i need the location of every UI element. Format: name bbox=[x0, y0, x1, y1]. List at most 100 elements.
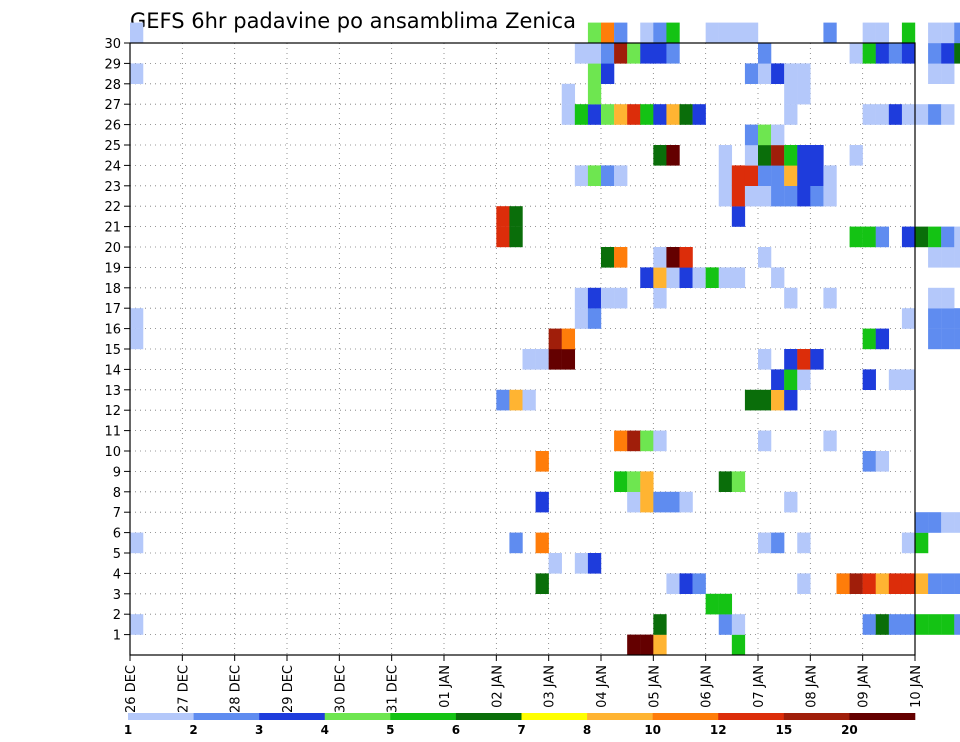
heatmap-cell bbox=[784, 63, 798, 84]
heatmap-cell bbox=[797, 573, 811, 594]
heatmap-cell bbox=[614, 471, 628, 492]
heatmap-cell bbox=[587, 22, 602, 44]
heatmap-cell bbox=[744, 124, 759, 146]
heatmap-cell bbox=[901, 532, 916, 554]
heatmap-cell bbox=[875, 328, 890, 350]
heatmap-cell bbox=[915, 226, 929, 248]
heatmap-cell bbox=[679, 104, 693, 125]
heatmap-cell bbox=[928, 512, 942, 533]
heatmap-cell bbox=[640, 104, 654, 125]
heatmap-cell bbox=[718, 145, 733, 166]
heatmap-cell bbox=[915, 614, 929, 635]
heatmap-cell bbox=[718, 593, 733, 615]
heatmap-cell bbox=[587, 83, 602, 105]
heatmap-cell bbox=[888, 614, 903, 635]
heatmap-cell bbox=[509, 226, 523, 248]
heatmap-cell bbox=[928, 614, 942, 635]
heatmap-cell bbox=[640, 491, 654, 513]
y-tick-label: 7 bbox=[113, 506, 121, 521]
heatmap-cell bbox=[810, 185, 824, 207]
heatmap-cell bbox=[614, 43, 628, 64]
heatmap-cell bbox=[888, 43, 903, 64]
heatmap-cell bbox=[666, 573, 680, 594]
legend-swatch bbox=[652, 713, 719, 720]
heatmap-cell bbox=[731, 185, 746, 207]
heatmap-cell bbox=[862, 104, 876, 125]
y-tick-label: 6 bbox=[113, 527, 121, 542]
heatmap-cell bbox=[614, 104, 628, 125]
heatmap-cell bbox=[561, 104, 576, 125]
x-tick-label: 07 JAN bbox=[752, 665, 767, 708]
heatmap-cell bbox=[758, 124, 772, 146]
legend-swatch bbox=[390, 713, 457, 720]
y-tick-label: 18 bbox=[104, 282, 121, 297]
heatmap-cell bbox=[718, 471, 733, 492]
heatmap-cell bbox=[797, 349, 811, 370]
heatmap-cell bbox=[601, 165, 615, 186]
legend-level-label: 3 bbox=[255, 723, 263, 737]
heatmap-cell bbox=[535, 451, 549, 472]
x-tick-label: 10 JAN bbox=[909, 665, 924, 708]
y-tick-label: 20 bbox=[104, 241, 121, 256]
heatmap-cell bbox=[509, 532, 523, 554]
x-tick-label: 03 JAN bbox=[543, 665, 558, 708]
heatmap-cell bbox=[771, 185, 785, 207]
heatmap-cell bbox=[130, 532, 144, 554]
heatmap-cell bbox=[692, 573, 706, 594]
heatmap-cell bbox=[888, 104, 903, 125]
heatmap-cell bbox=[810, 349, 824, 370]
heatmap-cell bbox=[718, 267, 733, 288]
y-tick-label: 19 bbox=[104, 261, 121, 276]
heatmap-cell bbox=[941, 308, 955, 329]
heatmap-cell bbox=[640, 43, 654, 64]
legend-level-label: 12 bbox=[710, 723, 727, 737]
x-tick-label: 30 DEC bbox=[333, 665, 348, 713]
x-tick-label: 06 JAN bbox=[700, 665, 715, 708]
legend-level-label: 8 bbox=[583, 723, 591, 737]
y-tick-label: 12 bbox=[104, 404, 121, 419]
heatmap-cell bbox=[666, 104, 680, 125]
heatmap-cell bbox=[954, 512, 960, 533]
y-tick-label: 25 bbox=[104, 139, 121, 154]
heatmap-cell bbox=[758, 532, 772, 554]
heatmap-cell bbox=[901, 104, 916, 125]
heatmap-cell bbox=[941, 43, 955, 64]
heatmap-cell bbox=[875, 43, 890, 64]
heatmap-cell bbox=[614, 22, 628, 44]
heatmap-cell bbox=[784, 491, 798, 513]
heatmap-cell bbox=[587, 287, 602, 309]
y-tick-label: 16 bbox=[104, 323, 121, 338]
heatmap-cell bbox=[692, 104, 706, 125]
y-tick-label: 3 bbox=[113, 588, 121, 603]
y-tick-label: 29 bbox=[104, 57, 121, 72]
heatmap-cell bbox=[640, 430, 654, 452]
heatmap-cell bbox=[731, 634, 746, 656]
heatmap-cell bbox=[810, 165, 824, 186]
heatmap-cell bbox=[653, 104, 667, 125]
heatmap-cell bbox=[718, 614, 733, 635]
heatmap-cell bbox=[862, 369, 876, 390]
heatmap-cell bbox=[653, 614, 667, 635]
heatmap-cell bbox=[718, 165, 733, 186]
x-tick-label: 27 DEC bbox=[176, 665, 191, 713]
x-axis-ticks: 26 DEC 27 DEC 28 DEC 29 DEC 30 DEC 31 DEC 01 J… bbox=[124, 655, 924, 713]
heatmap-cell bbox=[941, 22, 955, 44]
heatmap-cell bbox=[797, 63, 811, 84]
heatmap-cell bbox=[640, 267, 654, 288]
heatmap-cell bbox=[888, 573, 903, 594]
heatmap-cell bbox=[758, 389, 772, 411]
y-tick-label: 14 bbox=[104, 363, 121, 378]
heatmap-cell bbox=[888, 369, 903, 390]
y-tick-label: 15 bbox=[104, 343, 121, 358]
heatmap-cell bbox=[915, 104, 929, 125]
heatmap-cell bbox=[666, 267, 680, 288]
heatmap-cell bbox=[941, 328, 955, 350]
heatmap-cell bbox=[522, 349, 536, 370]
heatmap-cell bbox=[915, 532, 929, 554]
heatmap-cell bbox=[744, 165, 759, 186]
heatmap-cell bbox=[601, 287, 615, 309]
heatmap-cell bbox=[535, 349, 549, 370]
y-tick-label: 28 bbox=[104, 78, 121, 93]
heatmap-cell bbox=[954, 247, 960, 268]
